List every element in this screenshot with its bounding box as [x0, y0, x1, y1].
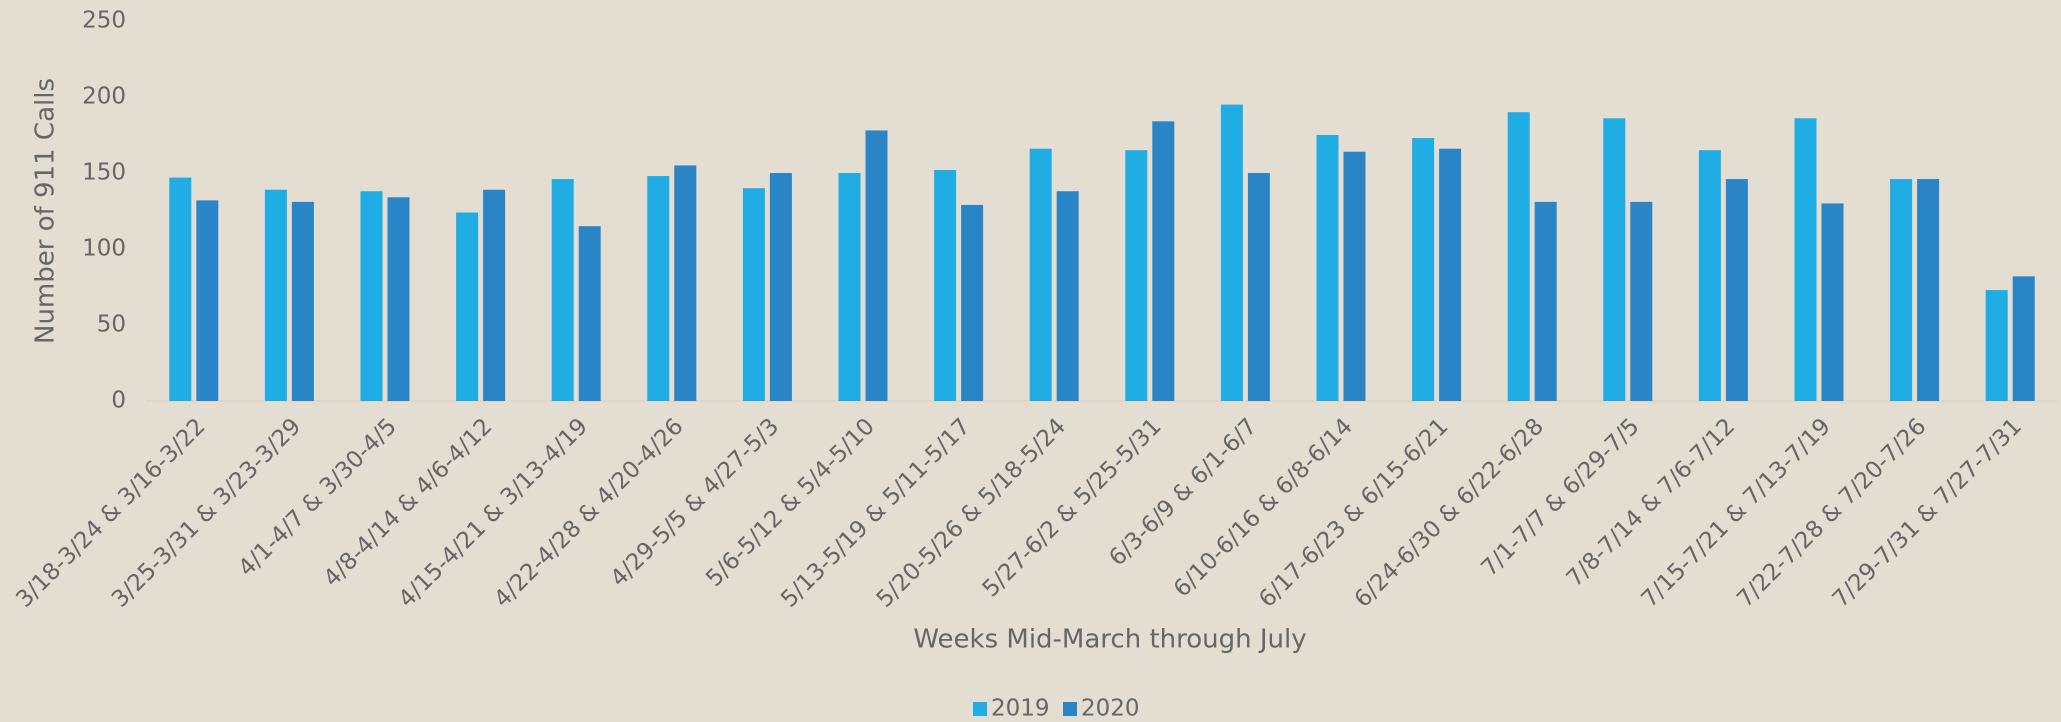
bar [1247, 173, 1270, 401]
y-tick-label: 250 [82, 8, 126, 34]
bar [1603, 118, 1626, 401]
bar [742, 188, 765, 401]
bar [196, 200, 219, 401]
y-tick-label: 150 [82, 160, 126, 186]
bar [1125, 150, 1148, 401]
y-tick-label: 100 [82, 236, 126, 262]
bar [1412, 138, 1435, 402]
bar [1630, 201, 1653, 401]
bar [1029, 148, 1052, 401]
bar [961, 204, 984, 401]
bar [1056, 191, 1079, 401]
bar [1698, 150, 1721, 401]
legend-swatch [973, 702, 987, 716]
bar [1985, 290, 2008, 401]
y-tick-label: 0 [111, 388, 126, 414]
bar [483, 189, 506, 401]
legend-label: 2019 [991, 696, 1050, 722]
bar [387, 197, 410, 401]
bar [769, 173, 792, 401]
bar [360, 191, 383, 401]
bar [647, 176, 670, 401]
bar [1439, 148, 1462, 401]
bar [674, 165, 697, 401]
x-axis-title: Weeks Mid-March through July [913, 625, 1306, 655]
y-tick-label: 50 [97, 312, 126, 338]
bar [1343, 151, 1366, 401]
bar [1890, 179, 1913, 401]
legend-swatch [1063, 702, 1077, 716]
bar [264, 189, 287, 401]
bar [169, 177, 192, 401]
bar [1316, 135, 1339, 401]
bar [1794, 118, 1817, 401]
y-axis-title: Number of 911 Calls [31, 78, 61, 344]
bar [578, 226, 601, 401]
bar [1534, 201, 1557, 401]
bar [1725, 179, 1748, 401]
bar [1821, 203, 1844, 401]
bar [1220, 104, 1243, 401]
legend-label: 2020 [1081, 696, 1140, 722]
bar [1152, 121, 1175, 401]
bar [551, 179, 574, 401]
bar [865, 130, 888, 401]
bar [2012, 276, 2035, 401]
bar [838, 173, 861, 401]
bar [1917, 179, 1940, 401]
bar [456, 212, 479, 401]
bar [1507, 112, 1530, 401]
bar [291, 201, 314, 401]
y-tick-label: 200 [82, 84, 126, 110]
bar [934, 169, 957, 401]
